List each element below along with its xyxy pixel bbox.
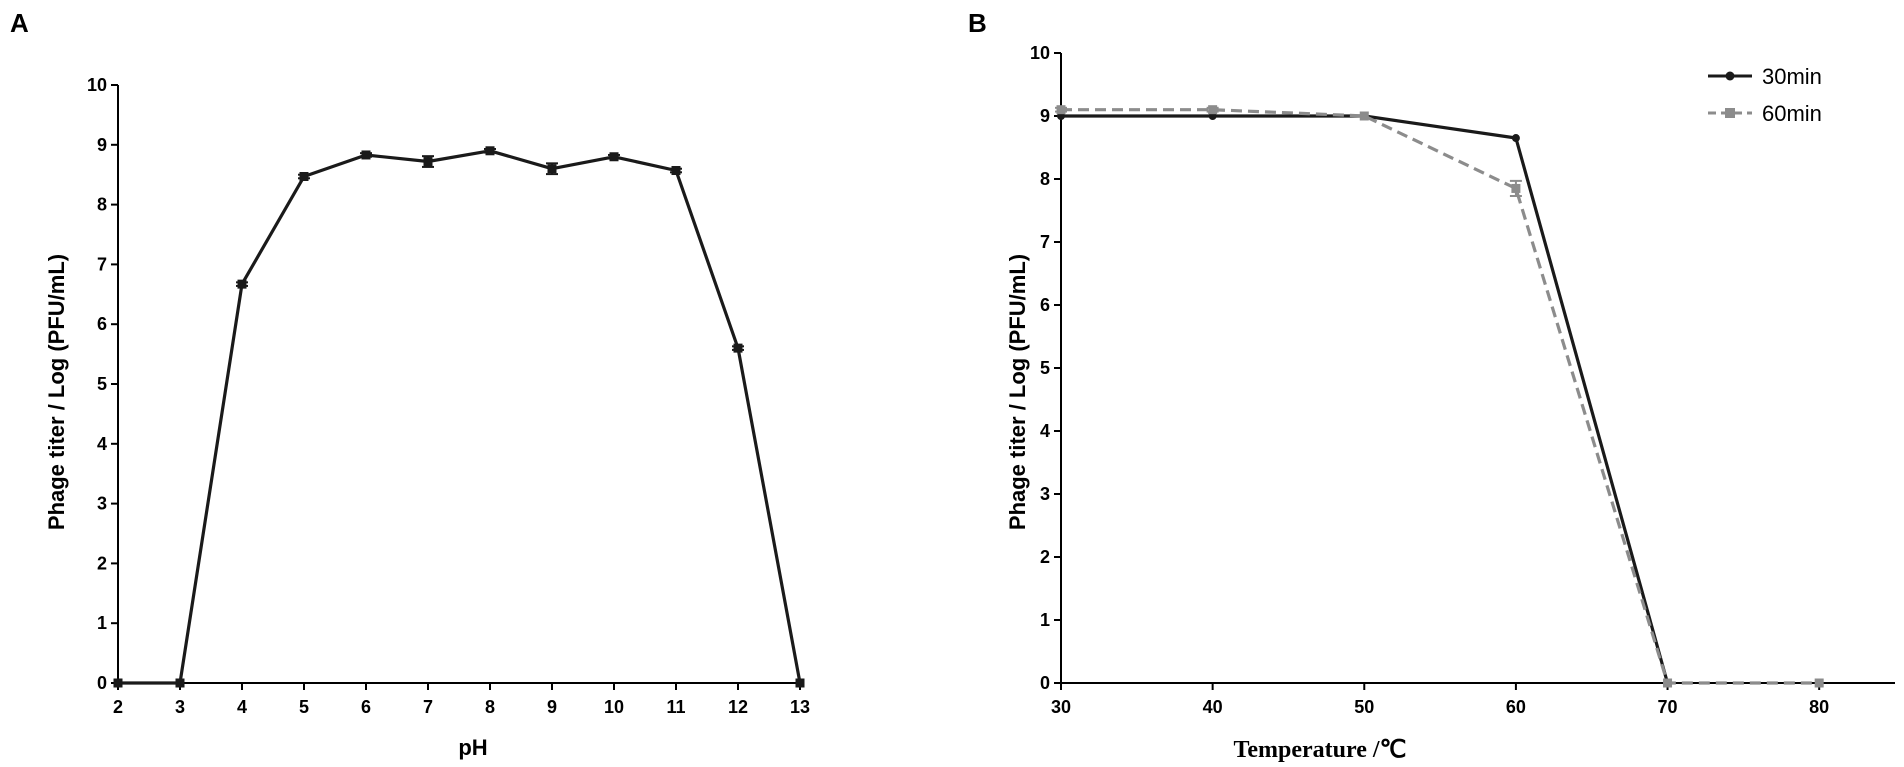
x-tick-label: 60 <box>1506 697 1526 717</box>
y-tick-label: 3 <box>97 494 107 514</box>
x-tick-label: 3 <box>175 697 185 717</box>
data-point <box>795 678 805 688</box>
legend-b: 30min 60min <box>1708 64 1822 126</box>
x-tick-label: 13 <box>790 697 810 717</box>
x-tick-label: 9 <box>547 697 557 717</box>
legend-item-60min: 60min <box>1708 101 1822 126</box>
series-line-30min <box>1061 114 1670 684</box>
y-tick-label: 0 <box>97 673 107 693</box>
y-tick-label: 6 <box>1040 295 1050 315</box>
data-point <box>1511 183 1521 193</box>
axes-b <box>1054 52 1895 690</box>
x-tick-label: 10 <box>604 697 624 717</box>
y-tick-label: 9 <box>97 135 107 155</box>
series-line-60min <box>1061 108 1820 685</box>
data-point <box>1663 678 1673 688</box>
data-point <box>547 164 557 174</box>
x-tick-label: 5 <box>299 697 309 717</box>
data-point <box>361 150 371 160</box>
panel-label-a: A <box>10 8 29 38</box>
axes-a <box>111 84 801 690</box>
legend-label-30min: 30min <box>1762 64 1822 89</box>
y-tick-labels-a: 0 1 2 3 4 5 6 7 8 9 10 <box>87 75 107 693</box>
legend-label-60min: 60min <box>1762 101 1822 126</box>
y-tick-label: 7 <box>1040 232 1050 252</box>
data-point <box>423 157 433 167</box>
data-point <box>485 146 495 156</box>
x-tick-label: 80 <box>1809 697 1829 717</box>
data-point <box>1208 105 1218 115</box>
legend-swatch-marker-30min <box>1725 71 1735 81</box>
chart-b: B 0 1 2 3 4 5 6 7 8 9 10 30 40 50 60 70 80 Temperature … <box>968 8 1895 763</box>
panel-label-b: B <box>968 8 987 38</box>
x-tick-labels-a: 2 3 4 5 6 7 8 9 10 11 12 13 <box>113 697 810 717</box>
x-tick-label: 40 <box>1203 697 1223 717</box>
x-axis-title-a: pH <box>458 735 487 760</box>
data-point <box>175 678 185 688</box>
y-tick-label: 2 <box>97 553 107 573</box>
x-tick-label: 6 <box>361 697 371 717</box>
y-tick-label: 1 <box>1040 610 1050 630</box>
y-tick-label: 2 <box>1040 547 1050 567</box>
x-tick-label: 8 <box>485 697 495 717</box>
y-tick-label: 0 <box>1040 673 1050 693</box>
data-point <box>1056 105 1066 115</box>
x-tick-label: 30 <box>1051 697 1071 717</box>
x-tick-label: 7 <box>423 697 433 717</box>
data-point <box>1814 678 1824 688</box>
series-group-b <box>1055 105 1824 688</box>
y-tick-label: 5 <box>1040 358 1050 378</box>
data-point <box>733 343 743 353</box>
y-tick-label: 4 <box>1040 421 1050 441</box>
y-tick-label: 3 <box>1040 484 1050 504</box>
y-tick-label: 5 <box>97 374 107 394</box>
data-point <box>113 678 123 688</box>
y-tick-labels-b: 0 1 2 3 4 5 6 7 8 9 10 <box>1030 43 1050 693</box>
x-axis-title-b: Temperature /℃ <box>1234 737 1407 763</box>
y-tick-label: 4 <box>97 434 107 454</box>
x-tick-label: 50 <box>1354 697 1374 717</box>
data-point <box>671 166 681 176</box>
y-tick-label: 1 <box>97 613 107 633</box>
y-axis-title-a: Phage titer / Log (PFU/mL) <box>44 254 69 530</box>
data-point <box>1511 134 1520 143</box>
legend-swatch-marker-60min <box>1725 108 1735 118</box>
data-point <box>609 152 619 162</box>
data-point <box>299 171 309 181</box>
y-tick-label: 8 <box>97 195 107 215</box>
series-series-0 <box>113 146 805 688</box>
x-tick-label: 70 <box>1658 697 1678 717</box>
series-60min <box>1055 105 1824 688</box>
data-point <box>1359 111 1369 121</box>
x-tick-labels-b: 30 40 50 60 70 80 <box>1051 697 1829 717</box>
y-tick-label: 7 <box>97 254 107 274</box>
y-tick-label: 10 <box>87 75 107 95</box>
series-line-series-0 <box>118 149 802 685</box>
series-30min <box>1057 112 1672 687</box>
y-tick-label: 8 <box>1040 169 1050 189</box>
x-tick-label: 12 <box>728 697 748 717</box>
x-tick-label: 4 <box>237 697 247 717</box>
data-point <box>237 279 247 289</box>
y-tick-label: 6 <box>97 314 107 334</box>
series-group-a <box>113 146 805 688</box>
y-tick-label: 9 <box>1040 106 1050 126</box>
y-tick-label: 10 <box>1030 43 1050 63</box>
legend-item-30min: 30min <box>1708 64 1822 89</box>
x-tick-label: 11 <box>666 697 685 717</box>
y-axis-title-b: Phage titer / Log (PFU/mL) <box>1005 254 1030 530</box>
x-tick-label: 2 <box>113 697 123 717</box>
